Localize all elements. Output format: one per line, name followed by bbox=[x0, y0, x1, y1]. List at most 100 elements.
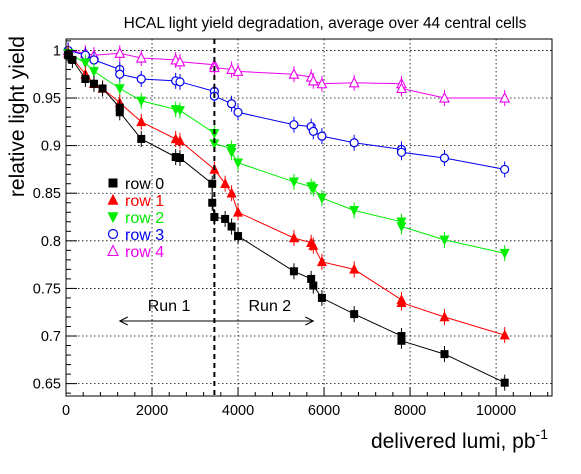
y-tick-label: 0.75 bbox=[33, 281, 61, 297]
marker-square bbox=[210, 213, 219, 222]
series-row-4 bbox=[62, 42, 511, 107]
y-tick-label: 0.8 bbox=[41, 234, 61, 250]
legend-entry-row-3: row 3 bbox=[107, 227, 164, 244]
marker-square bbox=[175, 154, 184, 162]
y-tick-label: 0.95 bbox=[33, 91, 61, 107]
marker-square bbox=[89, 79, 98, 88]
marker-circle bbox=[289, 120, 299, 130]
marker-square bbox=[171, 153, 180, 162]
marker-triangle-up bbox=[233, 206, 244, 217]
marker-square bbox=[234, 232, 243, 241]
annotation-run-1: Run 1 bbox=[148, 298, 191, 315]
marker-circle bbox=[175, 77, 185, 87]
chart-title: HCAL light yield degradation, average ov… bbox=[124, 15, 527, 32]
marker-triangle-up bbox=[439, 311, 450, 322]
legend-label: row 2 bbox=[125, 210, 164, 227]
y-tick-label: 1 bbox=[53, 43, 61, 59]
series-line bbox=[68, 49, 505, 170]
marker-triangle-up bbox=[226, 187, 237, 198]
marker-triangle-down bbox=[107, 212, 119, 224]
marker-triangle-down bbox=[80, 58, 91, 69]
legend-entry-row-4: row 4 bbox=[107, 244, 164, 261]
marker-square bbox=[350, 310, 359, 319]
marker-triangle-up bbox=[308, 239, 319, 250]
marker-triangle-up bbox=[396, 82, 407, 94]
marker-square bbox=[137, 134, 146, 143]
x-tick-label: 2000 bbox=[136, 403, 168, 419]
marker-square bbox=[64, 51, 73, 60]
marker-triangle-up bbox=[220, 178, 231, 189]
x-tick-label: 4000 bbox=[222, 403, 254, 419]
x-tick-label: 8000 bbox=[394, 403, 426, 419]
marker-circle bbox=[439, 153, 450, 163]
marker-circle bbox=[396, 147, 407, 157]
y-tick-label: 0.7 bbox=[41, 329, 61, 345]
marker-triangle-down bbox=[88, 67, 99, 78]
marker-square bbox=[227, 222, 236, 231]
marker-square bbox=[208, 179, 217, 188]
marker-triangle-up bbox=[288, 67, 300, 79]
x-tick-label: 10000 bbox=[476, 403, 516, 419]
marker-circle bbox=[89, 55, 99, 65]
y-tick-label: 0.85 bbox=[33, 186, 61, 202]
marker-square bbox=[309, 281, 318, 290]
series-row-0 bbox=[64, 47, 509, 391]
marker-triangle-up bbox=[107, 193, 119, 205]
marker-circle bbox=[115, 69, 125, 79]
annotation-run-2: Run 2 bbox=[248, 298, 291, 315]
marker-triangle-up bbox=[499, 329, 510, 340]
marker-triangle-up bbox=[107, 244, 119, 257]
x-axis-label-exponent: -1 bbox=[536, 426, 549, 442]
y-axis-label: relative light yield bbox=[6, 36, 29, 197]
marker-triangle-down bbox=[288, 177, 299, 188]
marker-triangle-up bbox=[174, 55, 186, 67]
marker-square bbox=[115, 108, 124, 117]
marker-triangle-up bbox=[174, 135, 185, 146]
marker-triangle-down bbox=[499, 248, 510, 259]
marker-square bbox=[221, 214, 230, 223]
marker-square bbox=[440, 350, 449, 359]
x-axis-label: delivered lumi, pb-1 bbox=[371, 426, 548, 453]
marker-circle bbox=[308, 126, 318, 136]
plot-frame bbox=[65, 38, 553, 397]
marker-triangle-down bbox=[316, 193, 327, 204]
marker-circle bbox=[136, 74, 146, 84]
marker-triangle-down bbox=[308, 184, 319, 195]
legend-entry-row-0: row 0 bbox=[108, 176, 164, 193]
marker-circle bbox=[349, 138, 359, 148]
marker-circle bbox=[233, 107, 243, 117]
marker-square bbox=[98, 84, 107, 93]
marker-square bbox=[307, 274, 316, 283]
marker-circle bbox=[317, 131, 327, 141]
series-line bbox=[68, 49, 505, 99]
legend-entry-row-2: row 2 bbox=[107, 210, 164, 227]
marker-triangle-up bbox=[232, 65, 244, 76]
marker-square bbox=[397, 336, 406, 345]
marker-triangle-down bbox=[174, 106, 185, 117]
marker-triangle-down bbox=[396, 222, 407, 233]
marker-square bbox=[108, 178, 118, 188]
marker-circle bbox=[226, 99, 237, 109]
marker-triangle-up bbox=[114, 47, 126, 58]
marker-triangle-down bbox=[136, 96, 147, 107]
marker-triangle-up bbox=[439, 91, 450, 103]
y-tick-label: 0.9 bbox=[41, 139, 61, 155]
marker-square bbox=[317, 293, 326, 302]
series-row-3 bbox=[63, 42, 510, 178]
marker-triangle-up bbox=[396, 297, 407, 308]
marker-triangle-up bbox=[316, 77, 328, 89]
marker-triangle-up bbox=[349, 263, 360, 274]
marker-square bbox=[500, 378, 509, 387]
marker-square bbox=[208, 198, 217, 207]
marker-triangle-down bbox=[233, 158, 244, 169]
marker-triangle-up bbox=[316, 256, 327, 267]
series-layer bbox=[62, 42, 511, 391]
legend-label: row 4 bbox=[125, 244, 164, 261]
annotation-layer: Run 1 Run 2 bbox=[118, 39, 315, 396]
x-tick-label: 0 bbox=[62, 403, 70, 419]
marker-triangle-up bbox=[136, 116, 147, 127]
legend-label: row 0 bbox=[125, 176, 164, 193]
marker-triangle-up bbox=[288, 232, 299, 243]
